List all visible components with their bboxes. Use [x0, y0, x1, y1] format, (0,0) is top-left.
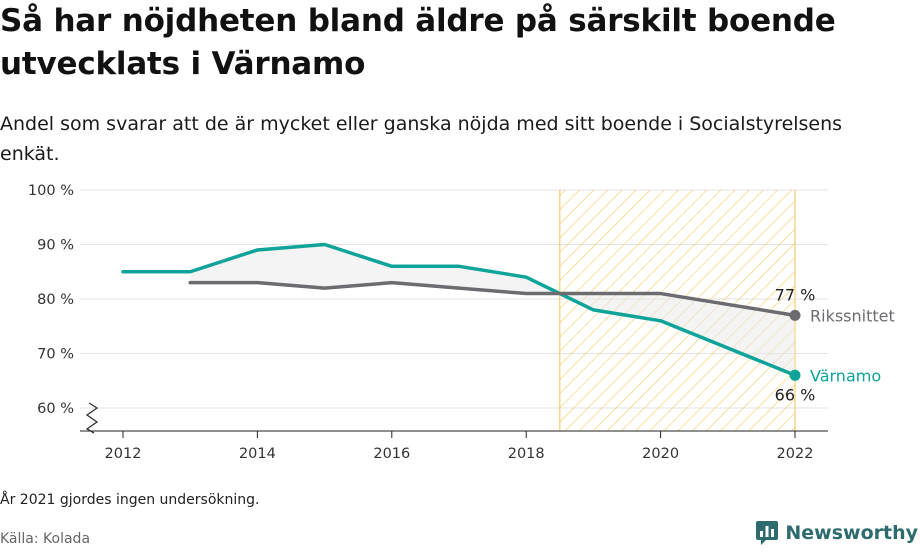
y-tick-label: 100 %: [28, 183, 74, 199]
x-tick-label: 2020: [642, 446, 679, 462]
series-end-value: 77 %: [775, 285, 816, 304]
logo-text: Newsworthy: [785, 522, 918, 544]
y-tick-label: 60 %: [37, 401, 74, 417]
y-tick-label: 70 %: [37, 347, 74, 363]
line-chart: 60 % 70 % 80 % 90 % 100 % 2012 2014 2016 2018 20…: [28, 183, 895, 462]
series-endpoint: [789, 369, 801, 381]
difference-area: [190, 244, 795, 376]
chart-source: Källa: Kolada: [0, 531, 91, 547]
chart-subtitle: Andel som svarar att de är mycket eller …: [0, 113, 843, 165]
series-line-varnamo: [121, 242, 797, 378]
series-name-label: Värnamo: [810, 366, 881, 385]
x-tick-label: 2018: [508, 446, 545, 462]
x-tick-label: 2016: [373, 446, 410, 462]
y-tick-label: 80 %: [37, 292, 74, 308]
series-name-label: Rikssnittet: [810, 306, 895, 325]
series-end-value: 66 %: [775, 385, 816, 404]
series-line-riket: [188, 280, 797, 318]
axis-break-symbol: [85, 402, 99, 434]
series-endpoint: [789, 309, 801, 321]
y-tick-label: 90 %: [37, 238, 74, 254]
x-tick-label: 2014: [239, 446, 276, 462]
logo-icon: [756, 521, 779, 545]
x-tick-label: 2012: [105, 446, 142, 462]
chart-note: År 2021 gjordes ingen undersökning.: [0, 492, 260, 508]
newsworthy-logo: Newsworthy: [755, 520, 918, 546]
chart-title: Så har nöjdheten bland äldre på särskilt…: [0, 3, 836, 82]
x-tick-label: 2022: [777, 446, 814, 462]
